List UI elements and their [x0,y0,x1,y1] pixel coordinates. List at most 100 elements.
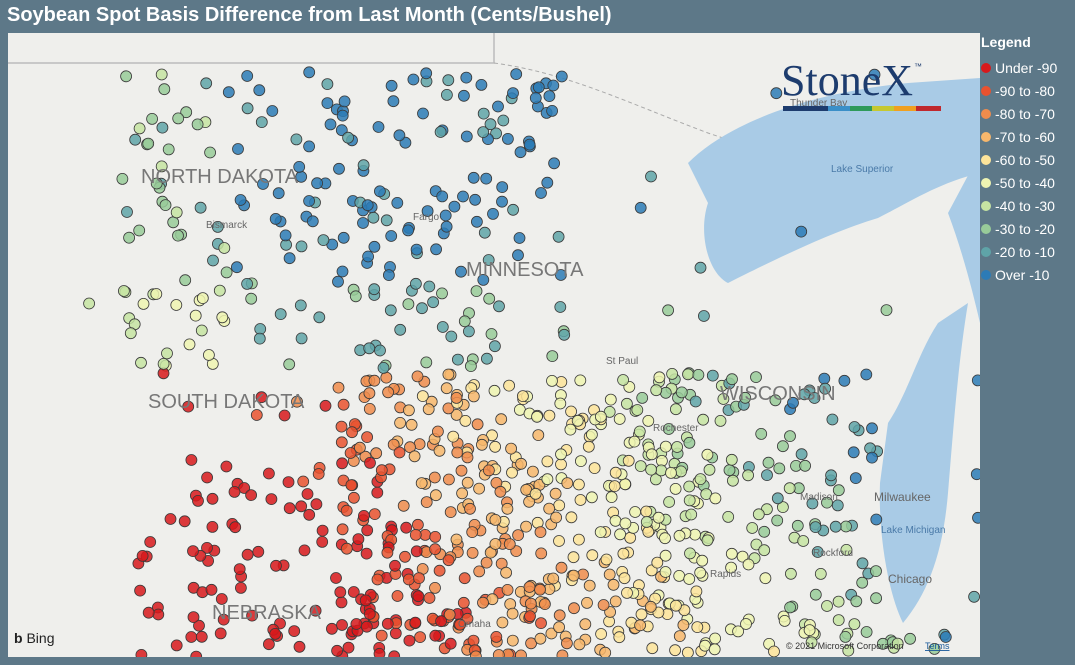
location-dot[interactable] [532,81,545,94]
location-dot[interactable] [770,87,783,100]
location-dot[interactable] [409,528,422,541]
location-dot[interactable] [485,328,498,340]
location-dot[interactable] [503,538,516,551]
location-dot[interactable] [469,193,482,206]
location-dot[interactable] [363,342,376,355]
location-dot[interactable] [787,396,799,409]
location-dot[interactable] [832,614,845,626]
location-dot[interactable] [345,479,358,492]
location-dot[interactable] [161,347,173,360]
location-dot[interactable] [220,460,233,473]
location-dot[interactable] [360,547,373,560]
location-dot[interactable] [548,157,560,170]
location-dot[interactable] [359,594,372,607]
location-dot[interactable] [546,105,558,117]
location-dot[interactable] [430,243,443,256]
location-dot[interactable] [283,252,296,265]
location-dot[interactable] [272,187,285,200]
location-dot[interactable] [316,524,329,537]
location-dot[interactable] [460,71,473,84]
location-dot[interactable] [385,230,398,242]
location-dot[interactable] [342,641,355,654]
location-dot[interactable] [821,496,833,509]
location-dot[interactable] [809,521,822,534]
location-dot[interactable] [457,89,470,102]
location-dot[interactable] [399,550,411,563]
location-dot[interactable] [265,493,278,506]
location-dot[interactable] [826,413,839,426]
location-dot[interactable] [708,643,721,656]
location-dot[interactable] [684,547,696,560]
location-dot[interactable] [413,572,425,584]
location-dot[interactable] [294,299,307,312]
location-dot[interactable] [282,476,295,489]
location-dot[interactable] [694,261,707,274]
location-dot[interactable] [283,358,296,371]
location-dot[interactable] [534,526,547,539]
location-dot[interactable] [137,297,150,310]
location-dot[interactable] [233,563,246,575]
location-dot[interactable] [335,596,348,609]
location-dot[interactable] [217,613,230,626]
location-dot[interactable] [725,561,737,574]
location-dot[interactable] [613,631,626,644]
location-dot[interactable] [848,618,861,630]
location-dot[interactable] [706,369,719,382]
location-dot[interactable] [652,511,665,524]
location-dot[interactable] [968,590,980,603]
location-dot[interactable] [382,386,395,399]
location-dot[interactable] [150,177,163,190]
location-dot[interactable] [868,68,881,81]
legend-item[interactable]: -30 to -20 [981,217,1057,240]
location-dot[interactable] [279,229,292,242]
location-dot[interactable] [512,249,524,262]
location-dot[interactable] [527,465,539,478]
location-dot[interactable] [567,551,580,564]
location-dot[interactable] [842,644,855,657]
location-dot[interactable] [651,556,664,569]
location-dot[interactable] [565,405,577,418]
location-dot[interactable] [371,573,384,586]
location-dot[interactable] [552,230,565,243]
location-dot[interactable] [653,371,666,384]
location-dot[interactable] [543,409,556,422]
location-dot[interactable] [482,464,495,477]
location-dot[interactable] [183,338,196,351]
location-dot[interactable] [798,388,811,401]
location-dot[interactable] [856,557,869,570]
location-dot[interactable] [172,229,184,242]
location-dot[interactable] [634,201,647,214]
location-dot[interactable] [440,89,453,101]
location-dot[interactable] [659,566,672,578]
location-dot[interactable] [769,394,782,407]
location-dot[interactable] [429,530,442,543]
location-dot[interactable] [312,468,325,480]
location-dot[interactable] [364,456,376,469]
location-dot[interactable] [480,352,493,365]
location-dot[interactable] [489,440,502,453]
location-dot[interactable] [795,225,808,238]
location-dot[interactable] [515,649,527,657]
location-dot[interactable] [645,463,657,476]
location-dot[interactable] [434,126,447,138]
location-dot[interactable] [832,595,845,608]
location-dot[interactable] [228,485,241,498]
location-dot[interactable] [381,546,394,559]
location-dot[interactable] [295,240,308,253]
location-dot[interactable] [189,309,202,322]
location-dot[interactable] [795,448,808,461]
location-dot[interactable] [436,190,449,203]
location-dot[interactable] [455,464,468,477]
location-dot[interactable] [523,495,535,508]
location-dot[interactable] [134,584,147,597]
location-dot[interactable] [353,441,366,454]
location-dot[interactable] [451,446,464,459]
location-dot[interactable] [440,382,453,395]
location-dot[interactable] [460,130,473,143]
location-dot[interactable] [120,70,132,83]
location-dot[interactable] [740,618,752,630]
location-dot[interactable] [373,185,386,198]
location-dot[interactable] [480,172,493,185]
location-dot[interactable] [490,127,503,140]
location-dot[interactable] [335,420,348,433]
